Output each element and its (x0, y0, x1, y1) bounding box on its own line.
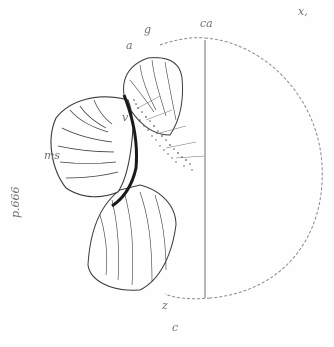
outer-dashed-circle (205, 38, 322, 298)
label-upper-right-1: x, (298, 6, 308, 17)
outer-dashed-circle-left (160, 38, 205, 45)
label-bottom-2: c (172, 322, 178, 333)
label-bottom-1: z (162, 300, 168, 311)
label-upper-right-2: ca (200, 18, 213, 29)
label-top-a: a (126, 40, 133, 51)
radiating-lines (138, 96, 204, 158)
label-inner-v: v (122, 112, 128, 123)
label-left-margin: ms (44, 150, 60, 161)
stipple-region (133, 99, 193, 171)
petal-ribs (58, 100, 118, 178)
label-fig-number: p.666 (10, 186, 21, 218)
outer-dashed-circle-lower (165, 294, 210, 299)
label-top-b: g (144, 24, 151, 35)
lower-lobe-ribs (100, 192, 166, 285)
